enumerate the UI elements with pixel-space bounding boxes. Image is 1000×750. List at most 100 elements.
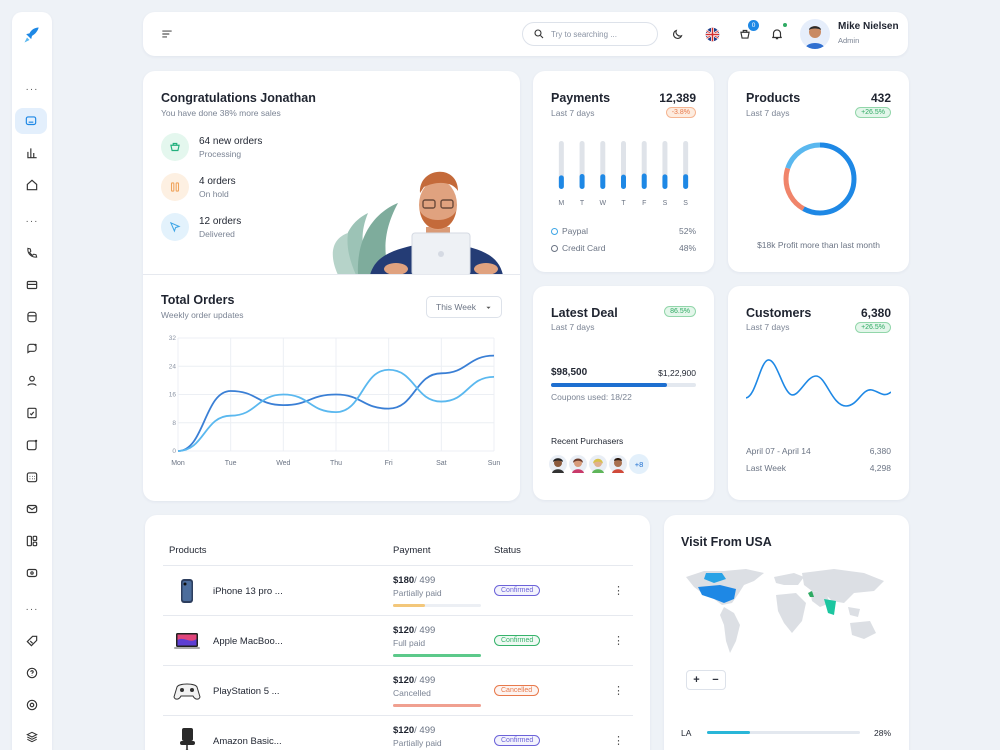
product-name[interactable]: PlayStation 5 ... bbox=[213, 686, 280, 697]
zoom-in-button[interactable]: + bbox=[693, 674, 700, 686]
cart-count-badge: 0 bbox=[748, 20, 759, 31]
order-summary-on-hold: 4 orders On hold bbox=[161, 173, 236, 201]
y-tick-label: 16 bbox=[169, 392, 177, 399]
menu-icon[interactable] bbox=[159, 26, 175, 42]
help-icon[interactable] bbox=[12, 660, 52, 686]
customers-row-last-week: Last Week 4,298 bbox=[746, 463, 891, 473]
product-name[interactable]: Apple MacBoo... bbox=[213, 636, 283, 647]
day-label: S bbox=[663, 200, 668, 207]
cart-icon bbox=[161, 133, 189, 161]
dark-mode-moon-icon[interactable] bbox=[670, 26, 686, 42]
office-chair-thumbnail bbox=[180, 728, 195, 750]
checklist-icon[interactable] bbox=[12, 400, 52, 426]
customers-title: Customers bbox=[746, 306, 812, 320]
purchaser-avatar[interactable] bbox=[549, 455, 567, 473]
purchaser-avatar[interactable] bbox=[609, 455, 627, 473]
cart-icon[interactable]: 0 bbox=[737, 20, 759, 42]
tag-icon[interactable] bbox=[12, 628, 52, 654]
chat-icon[interactable] bbox=[12, 336, 52, 362]
avatar[interactable] bbox=[800, 19, 830, 49]
product-name[interactable]: iPhone 13 pro ... bbox=[213, 586, 283, 597]
deal-change-badge: 86.5% bbox=[664, 306, 696, 317]
total-amount: / 499 bbox=[414, 625, 436, 636]
legend-paypal: Paypal 52% bbox=[551, 226, 696, 236]
products-note: $18k Profit more than last month bbox=[757, 240, 880, 250]
deal-amount: $98,500 bbox=[551, 367, 588, 378]
row-menu-icon[interactable]: ⋮ bbox=[613, 685, 624, 697]
calendar-icon[interactable] bbox=[12, 464, 52, 490]
purchaser-avatar[interactable] bbox=[569, 455, 587, 473]
divider bbox=[143, 274, 520, 275]
bell-icon[interactable] bbox=[769, 23, 787, 42]
world-map[interactable] bbox=[684, 563, 889, 663]
products-subtitle: Last 7 days bbox=[746, 108, 790, 118]
products-change-badge: +26.5% bbox=[855, 107, 891, 118]
legend-label: Credit Card bbox=[562, 243, 606, 253]
search-input[interactable]: Try to searching ... bbox=[522, 22, 658, 46]
mail-icon[interactable] bbox=[12, 496, 52, 522]
row-menu-icon[interactable]: ⋮ bbox=[613, 585, 624, 597]
table-row[interactable]: iPhone 13 pro ... $180/ 499 Partially paid… bbox=[163, 565, 633, 615]
layout-icon[interactable] bbox=[12, 272, 52, 298]
total-orders-chart: Mon Tue Wed Thu Fri Sat Sun 0 8 16 24 32 bbox=[169, 335, 501, 467]
product-thumbnail bbox=[173, 578, 201, 604]
product-name[interactable]: Amazon Basic... bbox=[213, 736, 282, 747]
legend-value: 48% bbox=[678, 243, 696, 253]
dashboard-icon[interactable] bbox=[11, 108, 51, 134]
row-menu-icon[interactable]: ⋮ bbox=[613, 735, 624, 747]
latest-deal-card: Latest Deal Last 7 days 86.5% $98,500 $1… bbox=[533, 286, 714, 500]
chart-icon[interactable] bbox=[12, 140, 52, 166]
y-tick-label: 0 bbox=[172, 448, 176, 455]
ticket-icon[interactable] bbox=[12, 560, 52, 586]
purchaser-avatars: +8 bbox=[549, 454, 649, 474]
deal-title: Latest Deal bbox=[551, 306, 618, 320]
order-count: 12 orders bbox=[199, 215, 242, 227]
notes-icon[interactable] bbox=[12, 432, 52, 458]
status-badge: Confirmed bbox=[494, 585, 541, 596]
phone-icon[interactable] bbox=[12, 240, 52, 266]
more-purchasers-count[interactable]: +8 bbox=[629, 454, 649, 474]
table-row[interactable]: Apple MacBoo... $120/ 499 Full paid Confirm… bbox=[163, 615, 633, 665]
layers-icon[interactable] bbox=[12, 724, 52, 750]
user-icon[interactable] bbox=[12, 368, 52, 394]
table-row[interactable]: PlayStation 5 ... $120/ 499 Cancelled Cance… bbox=[163, 665, 633, 715]
iphone-thumbnail bbox=[181, 579, 193, 603]
customers-card: Customers Last 7 days 6,380 +26.5% April… bbox=[728, 286, 909, 500]
businessman-illustration bbox=[332, 171, 503, 275]
user-name: Mike Nielsen bbox=[838, 21, 899, 32]
deal-target: $1,22,900 bbox=[658, 368, 696, 378]
range-select-value: This Week bbox=[436, 302, 476, 312]
map-zoom-controls: + − bbox=[686, 670, 726, 690]
uk-flag-icon[interactable] bbox=[704, 26, 720, 42]
status-badge: Confirmed bbox=[494, 635, 541, 646]
zoom-out-button[interactable]: − bbox=[712, 674, 719, 686]
purchaser-avatar[interactable] bbox=[589, 455, 607, 473]
product-thumbnail bbox=[173, 678, 201, 704]
deal-subtitle: Last 7 days bbox=[551, 322, 595, 332]
congrats-subtitle: You have done 38% more sales bbox=[161, 108, 281, 118]
macbook-thumbnail bbox=[174, 633, 200, 649]
x-tick-label: Thu bbox=[330, 460, 342, 467]
target-icon[interactable] bbox=[12, 692, 52, 718]
total-amount: / 499 bbox=[414, 725, 436, 736]
payments-subtitle: Last 7 days bbox=[551, 108, 595, 118]
row-value: 4,298 bbox=[869, 463, 891, 473]
grid-icon[interactable] bbox=[12, 528, 52, 554]
table-row[interactable]: Amazon Basic... $120/ 499 Partially paid Co… bbox=[163, 715, 633, 750]
donut-segment bbox=[783, 142, 857, 216]
rocket-logo-icon[interactable] bbox=[12, 22, 52, 48]
order-status: On hold bbox=[199, 188, 229, 199]
row-label: April 07 - April 14 bbox=[746, 446, 811, 456]
order-status: Delivered bbox=[199, 228, 235, 239]
database-icon[interactable] bbox=[12, 304, 52, 330]
more-dots-icon: ··· bbox=[25, 83, 39, 95]
row-menu-icon[interactable]: ⋮ bbox=[613, 635, 624, 647]
payments-change-badge: -3.8% bbox=[665, 107, 696, 118]
payment-progress-fill bbox=[393, 604, 425, 607]
bar-value bbox=[579, 174, 585, 189]
home-icon[interactable] bbox=[12, 172, 52, 198]
range-select[interactable]: This Week bbox=[426, 296, 502, 318]
top-header: Try to searching ... 0 Mike Nielsen Admi… bbox=[143, 12, 908, 56]
paid-amount: $180 bbox=[393, 575, 415, 586]
